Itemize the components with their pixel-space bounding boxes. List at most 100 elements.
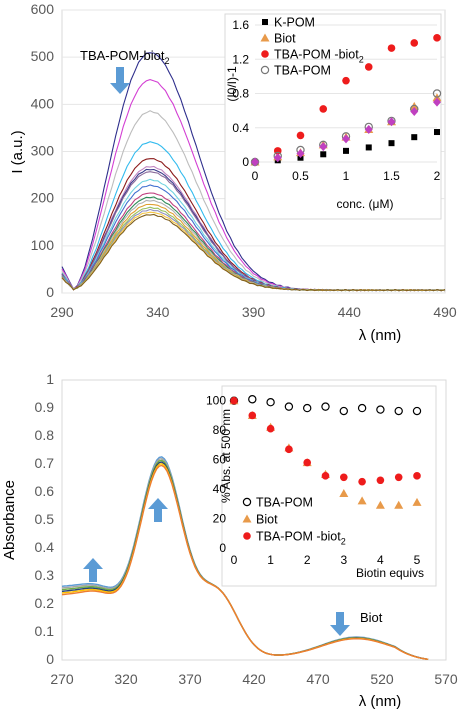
bottom-y-tick-label: 0.3 — [35, 567, 55, 583]
bottom-annotation: Biot — [360, 610, 383, 625]
inset2-x-axis-label: Biotin equivs — [356, 566, 424, 580]
inset2-y-tick-label: 0 — [219, 541, 226, 555]
inset2-point — [394, 473, 403, 482]
inset1-point — [251, 157, 259, 167]
top-x-tick-label: 290 — [50, 304, 74, 320]
inset1-point — [434, 129, 440, 136]
inset2-point — [303, 458, 312, 467]
top-y-tick-label: 400 — [31, 95, 55, 111]
inset2-point — [284, 402, 294, 411]
inset2-point — [248, 395, 257, 404]
bottom-x-tick-label: 270 — [50, 671, 74, 687]
inset1-x-ticks: 0 0.5 1 1.5 2 — [252, 169, 441, 183]
bottom-up-arrow-left — [83, 558, 103, 582]
inset2-point — [339, 406, 348, 416]
inset2-legend-label-text: Biot — [256, 513, 278, 527]
bottom-y-tick-label: 0.7 — [35, 455, 55, 471]
inset1-x-tick-label: 1.5 — [383, 169, 400, 183]
inset1-point — [410, 39, 419, 47]
bottom-y-tick-label: 0.2 — [35, 595, 55, 611]
inset2-point — [376, 476, 385, 485]
inset1-legend-label-text: K-POM — [274, 16, 315, 30]
inset1-y-tick-label: 0.4 — [232, 121, 249, 135]
inset1-legend-marker — [262, 19, 268, 25]
inset2-legend-label-text: TBA-POM — [256, 496, 313, 510]
inset1-legend-marker — [261, 50, 269, 58]
inset2-y-tick-label: 80 — [213, 423, 227, 437]
bottom-spectrum-line — [61, 464, 429, 660]
top-y-tick-label: 600 — [31, 1, 55, 17]
inset1-legend-label-text: Biot — [274, 32, 296, 46]
inset1-y-axis-label: (I0/I)-1 — [225, 66, 239, 102]
inset2-point — [285, 445, 293, 454]
inset1-x-tick-label: 2 — [434, 169, 441, 183]
inset2-legend-marker — [243, 532, 251, 540]
inset2-point — [357, 403, 367, 413]
inset2-legend-marker — [242, 497, 252, 507]
top-y-tick-label: 100 — [31, 237, 55, 253]
inset1-y-tick-label: 0 — [242, 155, 249, 169]
inset1-point — [320, 151, 327, 158]
bottom-x-ticks: 270 320 370 420 470 520 570 — [50, 671, 458, 687]
inset1-legend-label-sub: 2 — [359, 55, 364, 65]
inset2-point — [340, 473, 348, 482]
bottom-x-tick-label: 370 — [178, 671, 202, 687]
inset1-point — [319, 142, 328, 152]
inset1-x-tick-label: 1 — [343, 169, 350, 183]
inset1-point — [296, 131, 305, 140]
top-y-tick-label: 300 — [31, 143, 55, 159]
inset2-legend: TBA-POM Biot TBA-POM -biot2 — [242, 496, 346, 547]
bottom-x-axis-label: λ (nm) — [359, 693, 402, 710]
inset1-point — [342, 134, 350, 144]
inset2-x-tick-label: 0 — [231, 553, 238, 567]
inset1-x-tick-label: 0 — [252, 169, 259, 183]
top-y-axis-label: I (a.u.) — [9, 130, 26, 173]
inset1-y-tick-label: 1.2 — [232, 52, 249, 66]
inset2-point — [375, 500, 385, 509]
inset1-point — [364, 124, 373, 134]
inset1-point — [433, 34, 441, 42]
inset2-y-tick-label: 100 — [206, 394, 226, 408]
inset2-y-axis-label: % Abs. at 500 nm — [219, 409, 233, 503]
inset1-x-tick-label: 0.5 — [292, 169, 309, 183]
top-annotation-sub: 2 — [165, 56, 170, 66]
bottom-y-axis-label: Absorbance — [1, 480, 18, 560]
inset1-y-tick-label: 0.8 — [232, 87, 249, 101]
inset2-point — [266, 424, 275, 433]
inset1-marks — [250, 34, 442, 167]
bottom-chart: 00.10.20.30.40.50.60.70.80.91 270 320 370 4… — [1, 371, 458, 710]
top-annotation: TBA-POM-biot2 — [80, 48, 170, 66]
inset2-point — [413, 472, 421, 480]
inset2-legend-marker — [242, 514, 252, 523]
bottom-inset: 0 20 40 60 80 100 0 1 2 3 4 5 % Abs. at 500 nm Bio… — [206, 385, 437, 587]
inset2-point — [266, 398, 275, 407]
inset1-point — [364, 63, 373, 71]
inset1-point — [342, 76, 350, 85]
inset1-legend-label-text: TBA-POM — [274, 64, 331, 78]
inset2-point — [321, 402, 330, 411]
bottom-down-arrow — [330, 612, 350, 636]
inset2-point — [412, 406, 422, 416]
inset2-x-tick-label: 5 — [414, 553, 421, 567]
inset1-y-ticks: 0 0.4 0.8 1.2 1.6 — [232, 18, 249, 169]
inset2-y-tick-label: 20 — [213, 512, 227, 526]
inset2-point — [412, 497, 422, 506]
inset1-point — [388, 140, 395, 147]
inset1-y-tick-label: 1.6 — [232, 18, 249, 32]
inset2-legend-label: TBA-POM — [256, 496, 313, 510]
inset1-legend-label: Biot — [274, 32, 296, 46]
bottom-plot-area — [61, 379, 447, 661]
bottom-x-tick-label: 470 — [306, 671, 330, 687]
inset1-point — [296, 148, 305, 158]
top-y-tick-label: 200 — [31, 190, 55, 206]
inset2-x-tick-label: 1 — [267, 553, 274, 567]
inset2-x-tick-label: 4 — [377, 553, 384, 567]
inset1-legend-label-text: TBA-POM -biot — [274, 48, 359, 62]
inset1-legend-label: K-POM — [274, 16, 315, 30]
bottom-x-tick-label: 520 — [370, 671, 394, 687]
inset1-legend: K-POM Biot TBA-POM -biot2 TBA-POM — [260, 16, 364, 78]
inset2-point — [230, 396, 238, 405]
bottom-y-tick-label: 0 — [46, 651, 54, 667]
inset2-y-tick-label: 40 — [213, 482, 227, 496]
